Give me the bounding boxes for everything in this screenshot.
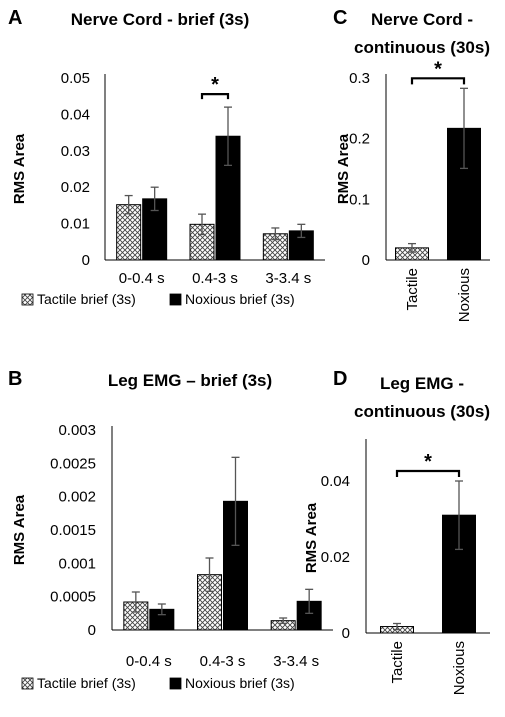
panel-a-y-tick-label: 0.05 [61, 70, 90, 87]
panel-a: A Nerve Cord - brief (3s) RMS Area 0 0.01 0.0… [8, 7, 325, 307]
panel-b-bar-tactile [123, 601, 149, 631]
panel-a-bar-noxious [142, 198, 168, 261]
panel-c-y-tick-label: 0.2 [349, 131, 370, 148]
panel-c: C Nerve Cord - continuous (30s) RMS Area 0 0.… [333, 7, 490, 322]
panel-d-y-axis-label: RMS Area [303, 502, 320, 573]
panel-b-y-tick-label: 0 [88, 622, 96, 639]
panel-d-letter: D [333, 368, 347, 390]
panel-b-x-tick-label: 0.4-3 s [200, 653, 246, 670]
panel-b-y-tick-label: 0.002 [58, 489, 96, 506]
panel-a-x-tick-label: 3-3.4 s [265, 270, 311, 287]
panel-a-y-tick-label: 0.01 [61, 216, 90, 233]
panel-a-legend-swatch-noxious [169, 293, 182, 306]
panel-b: B Leg EMG – brief (3s) RMS Area 0 0.0005 0.00… [8, 368, 333, 691]
panel-a-y-tick-label: 0.03 [61, 143, 90, 160]
panel-d-x-tick-label: Noxious [451, 641, 468, 695]
panel-a-legend-swatch-tactile [21, 293, 34, 306]
panel-d-title-line-2: continuous (30s) [354, 402, 490, 421]
panel-b-x-tick-label: 3-3.4 s [273, 653, 319, 670]
panel-d-y-tick-label: 0.02 [321, 549, 350, 566]
panel-c-significance-star: * [434, 58, 442, 80]
panel-c-x-tick-label: Tactile [404, 268, 421, 311]
panel-a-legend-label-tactile: Tactile brief (3s) [37, 291, 136, 307]
panel-b-letter: B [8, 368, 22, 390]
panel-b-y-axis-label: RMS Area [11, 494, 28, 565]
panel-b-x-tick-label: 0-0.4 s [126, 653, 172, 670]
panel-b-y-tick-label: 0.0015 [50, 522, 96, 539]
panel-d-y-tick-label: 0.04 [321, 473, 350, 490]
panel-a-x-tick-label: 0.4-3 s [192, 270, 238, 287]
panel-d-significance-bracket [395, 469, 461, 477]
panel-d: D Leg EMG - continuous (30s) RMS Area 0 0.02 0… [303, 368, 490, 695]
panel-a-letter: A [8, 7, 22, 29]
panel-c-title-line-1: Nerve Cord - [371, 10, 473, 29]
panel-d-y-tick-label: 0 [342, 625, 350, 642]
panel-a-y-tick-label: 0.02 [61, 179, 90, 196]
panel-d-significance-star: * [424, 451, 432, 473]
panel-b-y-tick-label: 0.0005 [50, 589, 96, 606]
panel-d-x-tick-label: Tactile [389, 641, 406, 684]
panel-c-x-tick-label: Noxious [456, 268, 473, 322]
panel-a-y-axis-label: RMS Area [11, 133, 28, 204]
panel-a-significance-bracket [200, 93, 230, 100]
panel-c-y-tick-label: 0.3 [349, 70, 370, 87]
panel-a-title: Nerve Cord - brief (3s) [71, 10, 250, 29]
panel-b-y-tick-label: 0.001 [58, 555, 96, 572]
panel-d-title-line-1: Leg EMG - [380, 374, 464, 393]
panel-b-y-tick-label: 0.0025 [50, 455, 96, 472]
panel-b-legend-swatch-tactile [21, 677, 34, 690]
panel-c-significance-bracket [410, 77, 466, 85]
panel-c-title-line-2: continuous (30s) [354, 38, 490, 57]
panel-a-x-tick-label: 0-0.4 s [119, 270, 165, 287]
panel-c-y-tick-label: 0 [362, 252, 370, 269]
panel-a-y-tick-label: 0.04 [61, 106, 90, 123]
panel-a-significance-star: * [211, 74, 219, 96]
panel-a-y-tick-label: 0 [82, 252, 90, 269]
panel-c-y-tick-label: 0.1 [349, 191, 370, 208]
panel-b-legend-label-noxious: Noxious brief (3s) [185, 675, 295, 691]
panel-b-title: Leg EMG – brief (3s) [108, 371, 272, 390]
panel-b-legend-label-tactile: Tactile brief (3s) [37, 675, 136, 691]
panel-c-letter: C [333, 7, 347, 29]
panel-c-bar-noxious [447, 127, 481, 261]
panel-c-y-axis-label: RMS Area [335, 133, 352, 204]
panel-b-y-tick-label: 0.003 [58, 422, 96, 439]
panel-b-legend-swatch-noxious [169, 677, 182, 690]
panel-a-legend-label-noxious: Noxious brief (3s) [185, 291, 295, 307]
